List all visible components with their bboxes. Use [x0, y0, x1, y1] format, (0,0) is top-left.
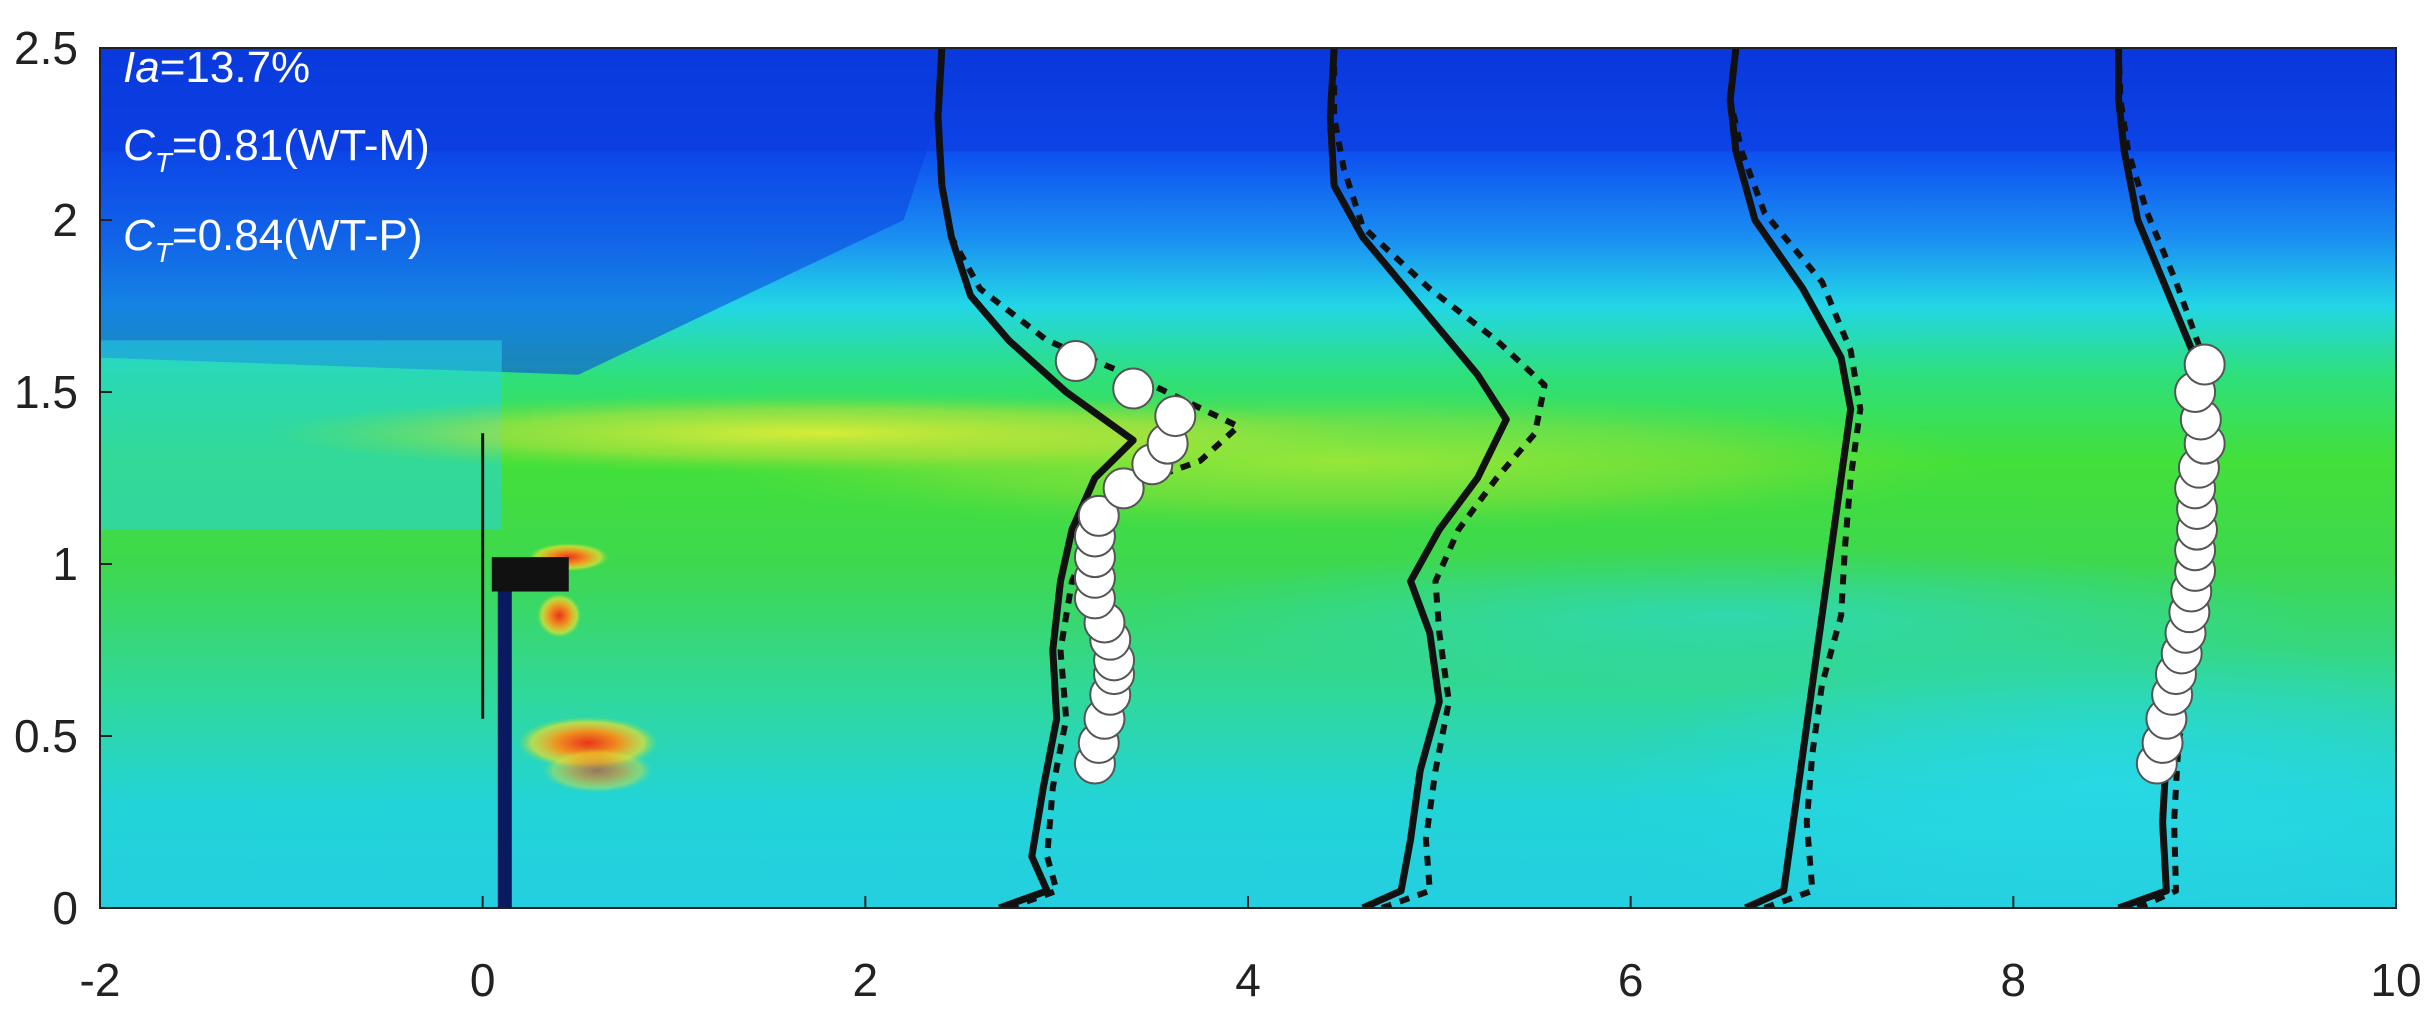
- x-tick-label: -2: [80, 954, 121, 1006]
- profile-marker: [1054, 340, 1097, 383]
- far-shear-layer: [693, 390, 1994, 531]
- profile-x6: [1726, 48, 1864, 908]
- y-tick-label: 0.5: [14, 710, 78, 762]
- x-axis: -2 0 2 4 6 8 10: [80, 896, 2422, 1006]
- ct-symbol: C: [123, 121, 156, 170]
- x-tick-label: 10: [2370, 954, 2421, 1006]
- profile-x4: [1326, 48, 1548, 908]
- profile-marker: [1112, 367, 1155, 410]
- tower: [497, 574, 512, 908]
- profile-dashed-line: [1727, 48, 1864, 908]
- x-tick-label: 0: [470, 954, 496, 1006]
- ct-subscript: T: [155, 237, 174, 268]
- profile-solid-line: [1726, 48, 1855, 908]
- velocity-contour-field: [100, 48, 2396, 908]
- nacelle: [491, 557, 569, 592]
- annotation-block: Ia=13.7% CT=0.81(WT-M) CT=0.84(WT-P): [123, 43, 430, 268]
- upstream-blue-region: [100, 48, 961, 375]
- top-blue-band: [100, 48, 2396, 152]
- mid-cyan-band: [1126, 545, 2327, 686]
- hub-hot-spot: [537, 593, 582, 638]
- profile-marker: [1102, 467, 1145, 510]
- profile-marker: [1077, 494, 1120, 537]
- x-tick-label: 6: [1618, 954, 1644, 1006]
- velocity-profiles: [934, 48, 2226, 908]
- profile-solid-line: [934, 48, 1137, 908]
- y-tick-label: 2: [52, 194, 78, 246]
- profile-marker: [1154, 395, 1197, 438]
- x-tick-label: 4: [1235, 954, 1261, 1006]
- profile-dashed-line: [1331, 48, 1548, 908]
- y-tick-label: 1: [52, 538, 78, 590]
- ct-wtm-annotation: CT=0.81(WT-M): [123, 121, 430, 178]
- ia-value: =13.7%: [160, 43, 310, 92]
- ia-annotation: Ia=13.7%: [123, 43, 310, 92]
- ct-subscript: T: [155, 147, 174, 178]
- y-tick-label: 1.5: [14, 366, 78, 418]
- ct-wtm-value: =0.81(WT-M): [172, 121, 430, 170]
- profile-solid-line: [1326, 48, 1510, 908]
- x-tick-label: 2: [853, 954, 879, 1006]
- ct-wtp-value: =0.84(WT-P): [172, 211, 423, 260]
- y-tick-label: 0: [52, 882, 78, 934]
- ia-symbol: Ia: [123, 43, 160, 92]
- profile-x8: [2115, 48, 2226, 908]
- y-axis: 0 0.5 1 1.5 2 2.5: [14, 22, 112, 934]
- ct-symbol: C: [123, 211, 156, 260]
- profile-marker: [2183, 343, 2226, 386]
- profile-x2: [934, 48, 1242, 908]
- ct-wtp-annotation: CT=0.84(WT-P): [123, 211, 423, 268]
- x-tick-label: 8: [2001, 954, 2027, 1006]
- lower-tip-hot-spot-2: [542, 748, 653, 793]
- y-tick-label: 2.5: [14, 22, 78, 74]
